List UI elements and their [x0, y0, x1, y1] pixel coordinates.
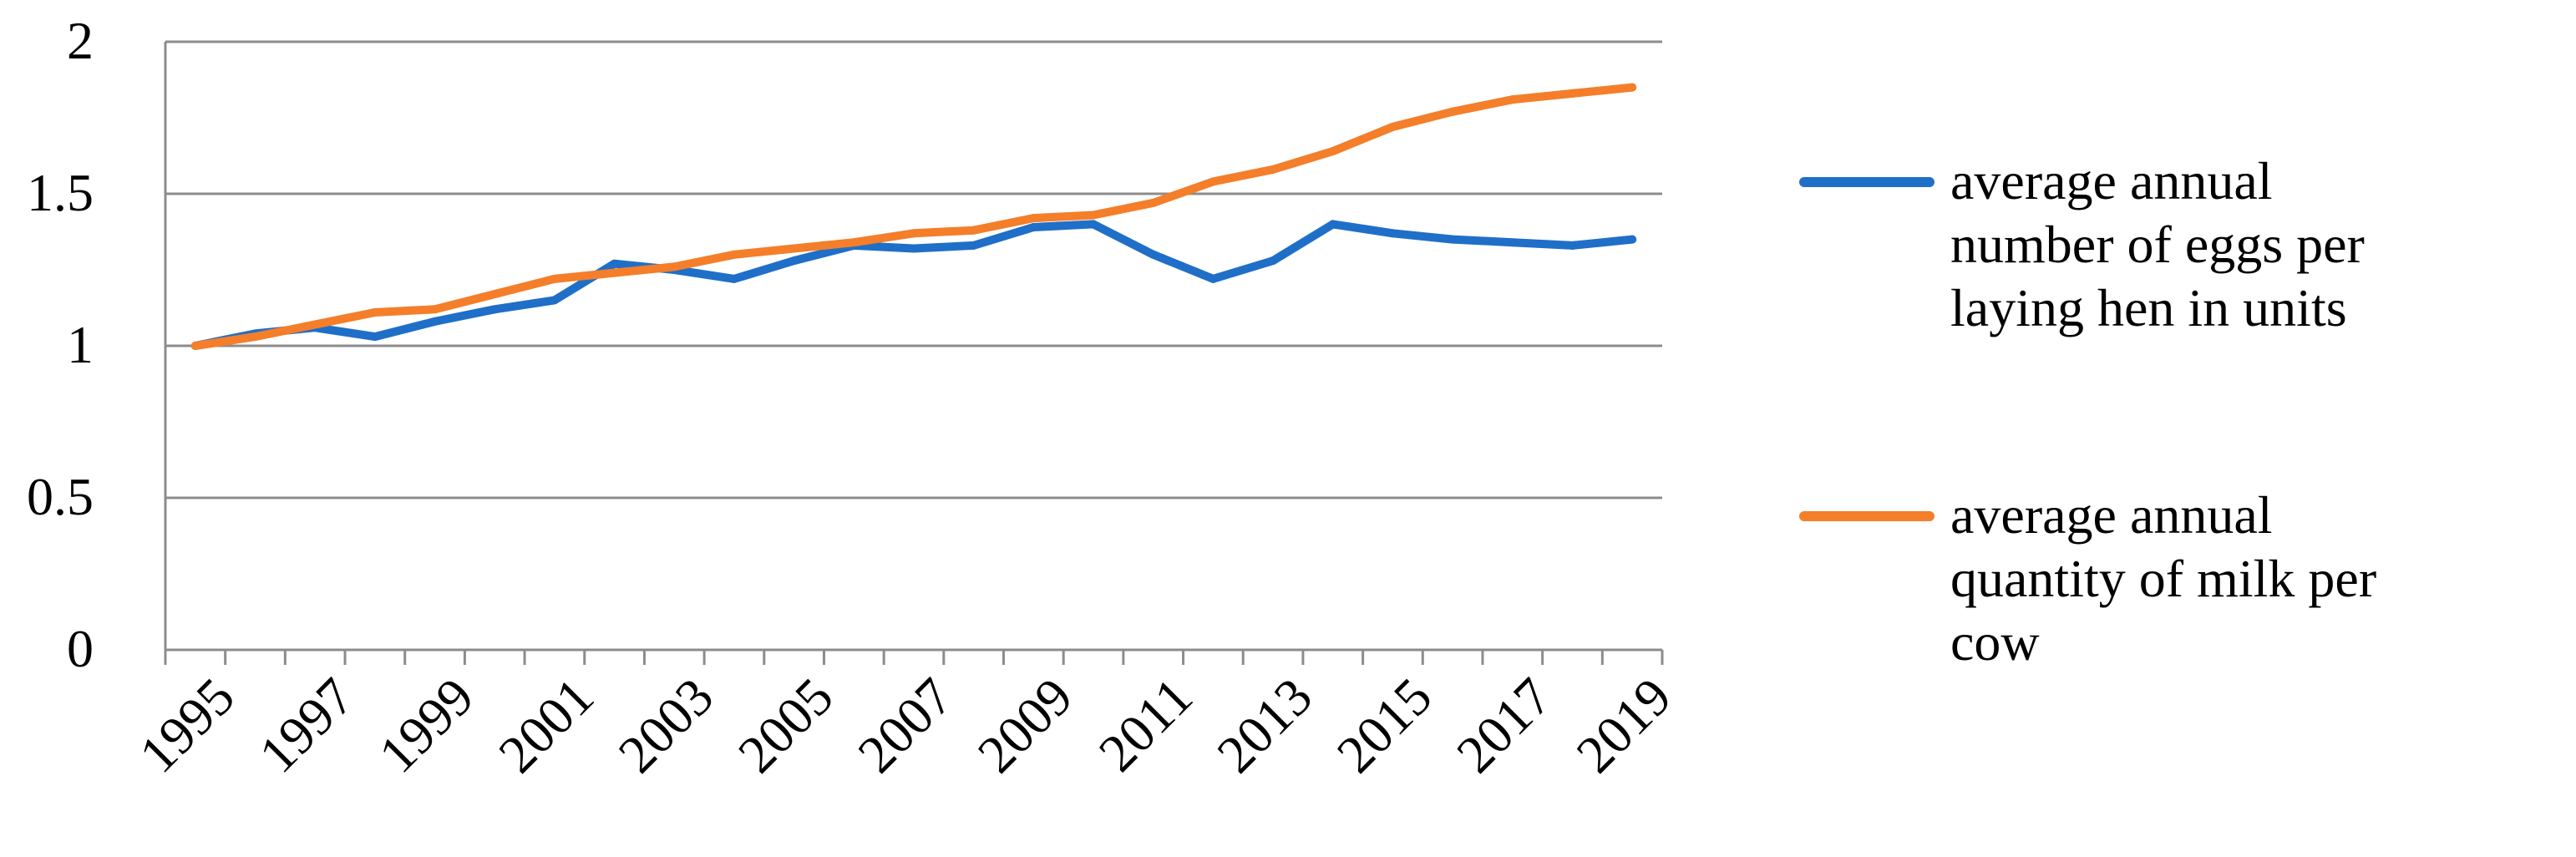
series-1-point: [1628, 235, 1637, 244]
grid-lines: [165, 40, 1662, 499]
series-1-point: [969, 241, 978, 250]
legend-label-2: quantity of milk per: [1950, 549, 2376, 608]
x-tick-label: 2007: [846, 667, 964, 784]
series-1-point: [910, 244, 918, 253]
series-2-point: [1448, 107, 1458, 116]
series-1-point: [1089, 220, 1098, 229]
series-2-point: [550, 274, 559, 283]
series-1-point: [1448, 235, 1458, 244]
x-tick-label: 2015: [1326, 667, 1443, 784]
series-2-point: [1508, 95, 1517, 104]
series-1-point: [430, 317, 439, 326]
series-2-point: [1628, 83, 1637, 92]
series-1-point: [490, 305, 499, 314]
y-axis-ticks: 0 0.5 1 1.5 2: [27, 11, 94, 678]
series-2-point: [251, 332, 260, 342]
axes: [164, 42, 1664, 665]
series-2-point: [311, 320, 320, 329]
series-lines: [190, 83, 1637, 350]
legend-label-2: cow: [1950, 612, 2040, 672]
series-line-2: [190, 83, 1637, 350]
series-1-point: [1029, 223, 1038, 232]
y-tick-label: 0.5: [27, 467, 94, 526]
series-2-point: [490, 290, 499, 299]
series-2-point: [1388, 122, 1397, 131]
series-2-point: [729, 250, 738, 259]
y-tick-label: 0: [67, 619, 94, 678]
series-2-point: [1029, 214, 1038, 223]
legend-label-1: number of eggs per: [1950, 215, 2365, 274]
y-tick-label: 1.5: [27, 163, 94, 222]
series-1-point: [789, 256, 799, 266]
series-1-point: [1149, 250, 1158, 259]
x-tick-label: 1995: [128, 667, 246, 784]
y-tick-label: 1: [67, 315, 94, 374]
series-1-point: [1209, 274, 1218, 283]
series-1-point: [1328, 220, 1337, 229]
legend-label-1: average annual: [1950, 151, 2273, 210]
x-tick-label: 2003: [607, 667, 725, 784]
x-tick-label: 2013: [1206, 667, 1324, 784]
series-1-point: [1568, 241, 1577, 250]
x-tick-label: 2001: [487, 667, 605, 784]
series-2-point: [1089, 210, 1098, 220]
y-tick-label: 2: [67, 11, 94, 70]
series-2-point: [789, 244, 799, 253]
series-2-point: [1328, 147, 1337, 156]
x-tick-label: 1997: [248, 667, 366, 784]
series-1-point: [1388, 229, 1397, 238]
series-1-point: [729, 274, 738, 283]
series-2-point: [1568, 89, 1577, 98]
series-2-point: [610, 268, 619, 277]
series-2-point: [1269, 165, 1278, 174]
series-2-point: [670, 262, 679, 271]
series-2-point: [910, 229, 918, 238]
x-tick-label: 2005: [727, 667, 844, 784]
series-2-point: [1149, 198, 1158, 207]
x-tick-label: 1999: [368, 667, 485, 784]
series-line-1: [190, 220, 1637, 350]
series-2-point: [1209, 177, 1218, 186]
legend-label-2: average annual: [1950, 485, 2273, 545]
series-2-point: [190, 342, 200, 350]
series-2-point: [430, 305, 439, 314]
x-tick-label: 2019: [1565, 667, 1683, 784]
series-2-point: [849, 238, 859, 247]
x-tick-label: 2009: [966, 667, 1084, 784]
series-1-point: [1508, 238, 1517, 247]
series-2-point: [969, 226, 978, 235]
x-tick-label: 2011: [1088, 667, 1204, 783]
series-1-point: [370, 332, 379, 342]
series-1-point: [550, 296, 559, 305]
series-1-point: [610, 259, 619, 268]
x-axis-ticks: 1995 1997 1999 2001 2003 2005 2007 2009 2011 2013…: [128, 667, 1682, 784]
series-2-point: [370, 307, 379, 317]
legend-label-1: laying hen in units: [1950, 278, 2347, 337]
series-1-point: [1269, 256, 1278, 266]
x-tick-label: 2017: [1445, 667, 1563, 784]
